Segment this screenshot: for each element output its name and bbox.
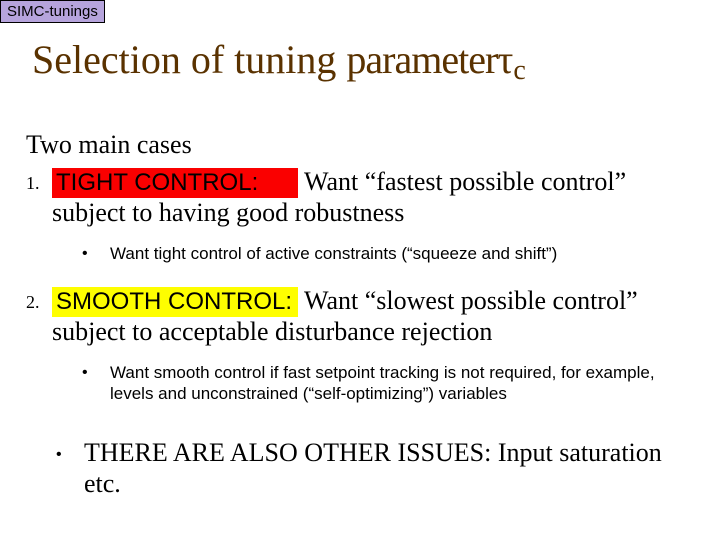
subhead: Two main cases xyxy=(26,130,696,161)
sub-bullet-2-text: Want smooth control if fast setpoint tra… xyxy=(110,362,696,405)
list-body: TIGHT CONTROL: Want “fastest possible co… xyxy=(52,167,696,229)
title-tau: τ xyxy=(497,37,513,82)
sub-bullet-1-text: Want tight control of active constraints… xyxy=(110,243,696,264)
sub-bullet-2: • Want smooth control if fast setpoint t… xyxy=(82,362,696,405)
list-number: 1. xyxy=(26,167,52,194)
list-item-1: 1. TIGHT CONTROL: Want “fastest possible… xyxy=(26,167,696,229)
bullet-dot: • xyxy=(82,243,110,264)
slide-body: Two main cases 1. TIGHT CONTROL: Want “f… xyxy=(26,130,696,500)
title-prefix: Selection of tuning xyxy=(32,37,346,82)
list-item-2: 2. SMOOTH CONTROL: Want “slowest possibl… xyxy=(26,286,696,348)
list-number: 2. xyxy=(26,286,52,313)
final-bullet: • THERE ARE ALSO OTHER ISSUES: Input sat… xyxy=(56,438,696,499)
sub-bullet-1: • Want tight control of active constrain… xyxy=(82,243,696,264)
title-subscript: c xyxy=(513,55,525,86)
final-text: THERE ARE ALSO OTHER ISSUES: Input satur… xyxy=(84,438,696,499)
bullet-dot: • xyxy=(82,362,110,383)
title-param-word: parameter xyxy=(346,37,497,82)
highlight-smooth: SMOOTH CONTROL: xyxy=(52,287,298,317)
highlight-tight: TIGHT CONTROL: xyxy=(52,168,298,198)
list-body: SMOOTH CONTROL: Want “slowest possible c… xyxy=(52,286,696,348)
slide-tag: SIMC-tunings xyxy=(0,0,105,23)
bullet-dot: • xyxy=(56,438,84,465)
slide-title: Selection of tuning parameterτc xyxy=(32,36,526,83)
